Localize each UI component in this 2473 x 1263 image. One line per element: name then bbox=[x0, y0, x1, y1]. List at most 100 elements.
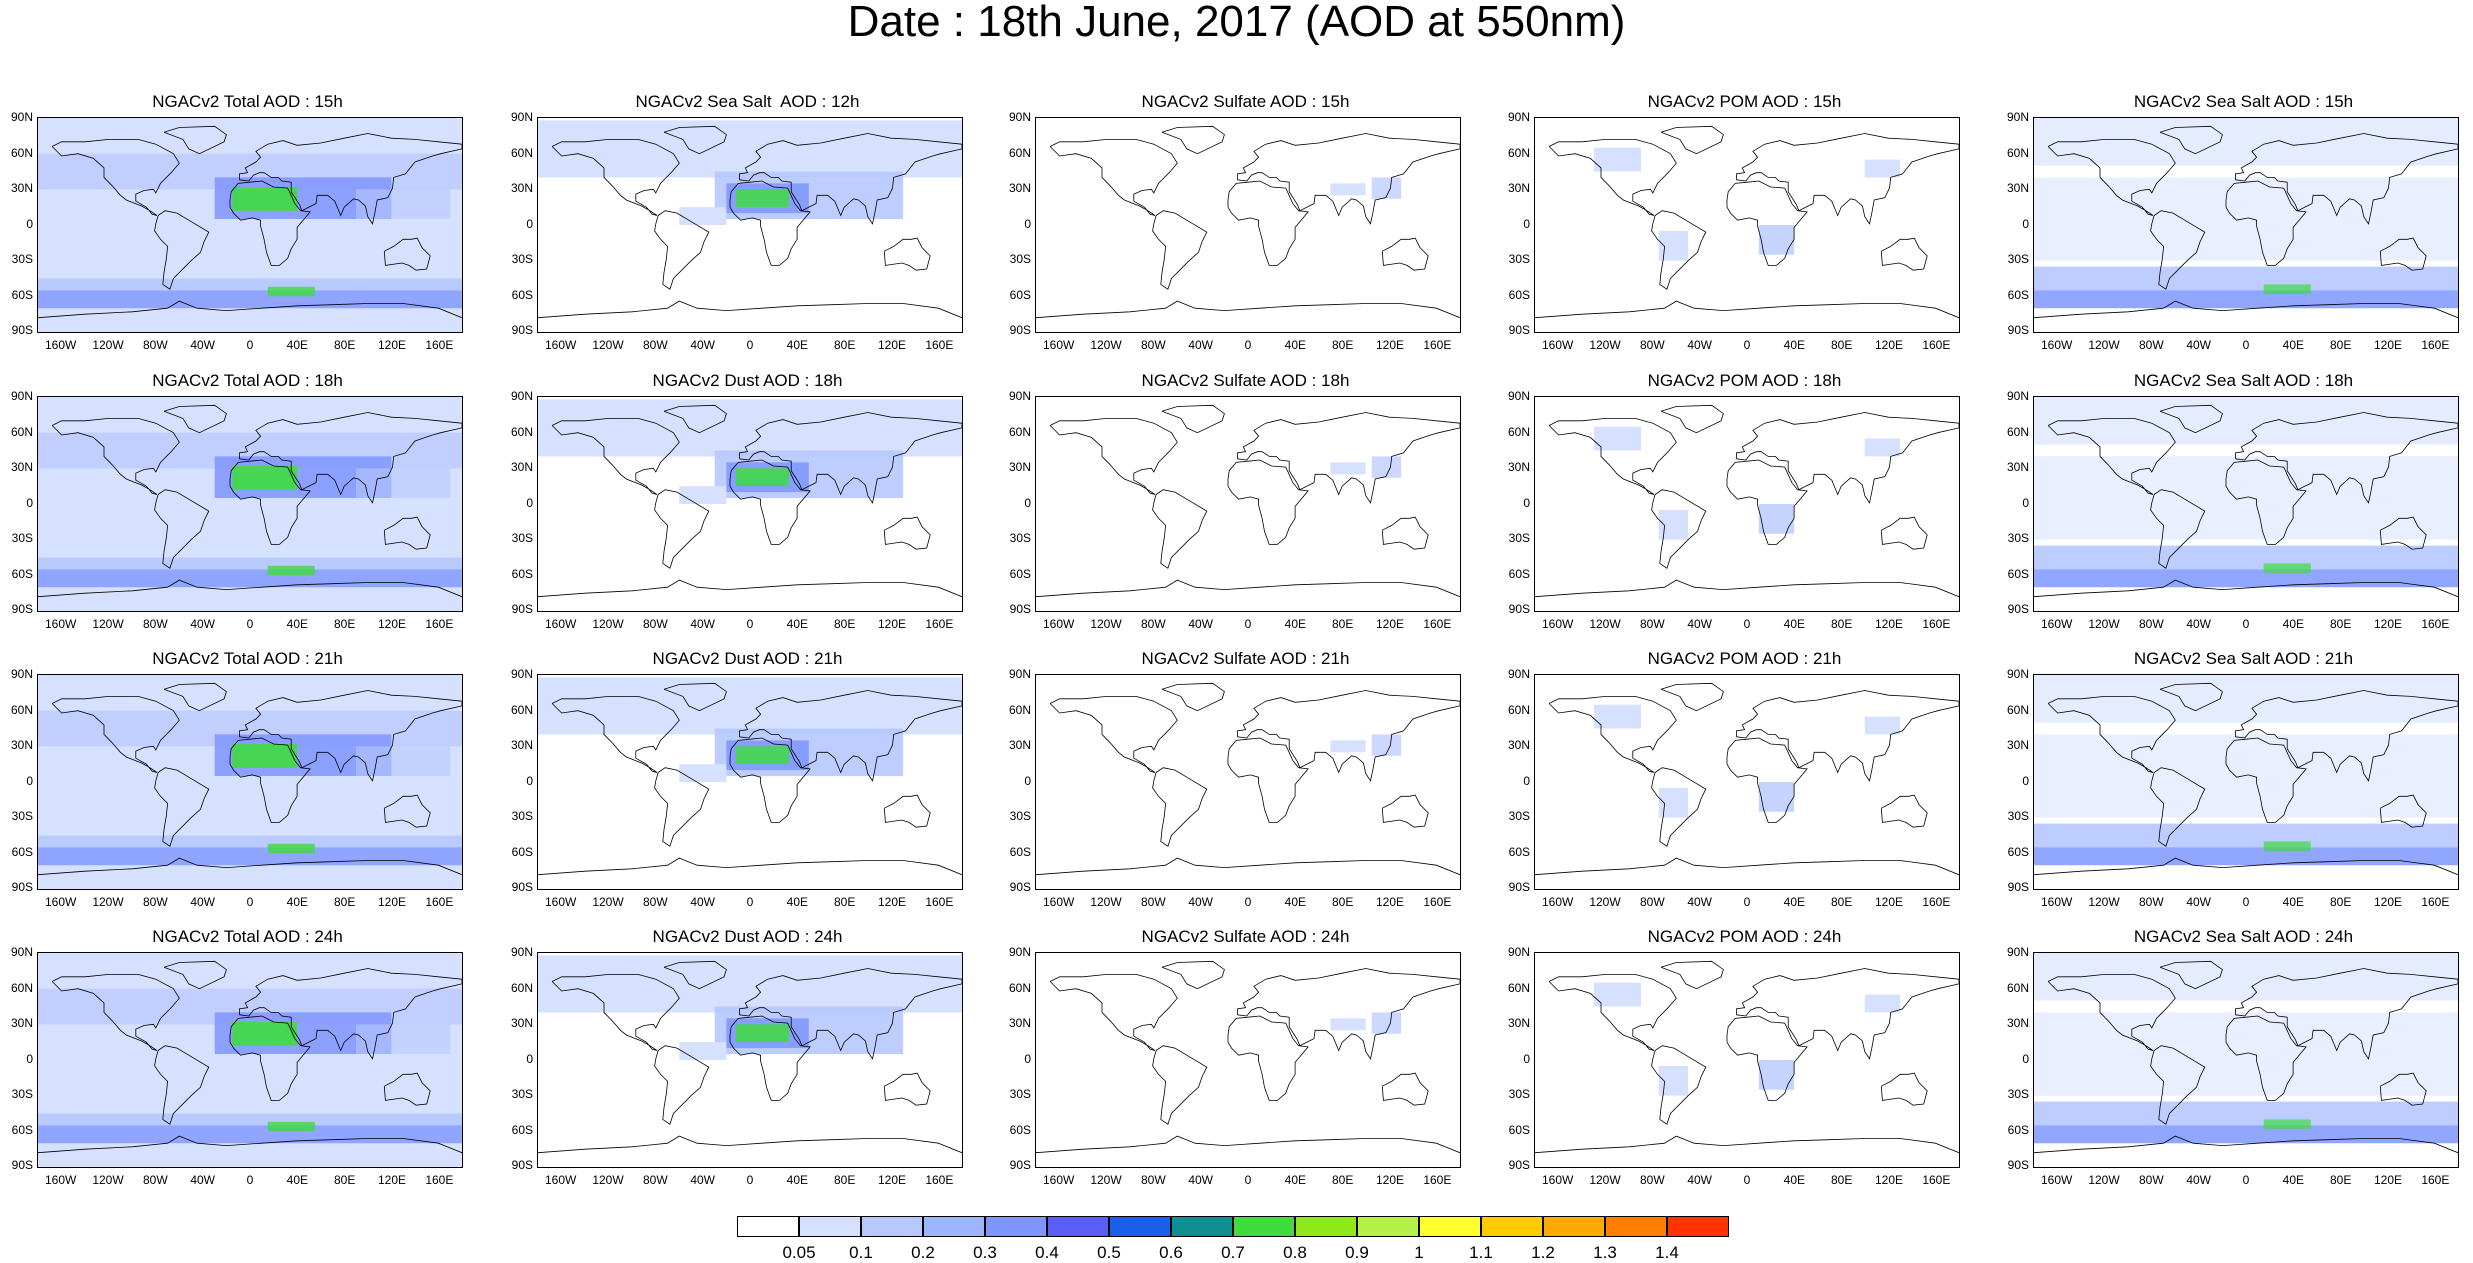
lon-tick-label: 80E bbox=[1331, 1173, 1354, 1187]
map-panel: NGACv2 Dust AOD : 24h 90N 60N 30N 0 30S 60S 90S… bbox=[500, 835, 995, 1187]
lon-tick-label: 80W bbox=[1140, 1173, 1166, 1187]
aod-field bbox=[538, 399, 962, 457]
coastline bbox=[2235, 133, 2458, 225]
lat-tick-label: 30N bbox=[2006, 181, 2029, 195]
colorbar-label: 0.6 bbox=[1159, 1243, 1183, 1262]
lon-tick-label: 160W bbox=[44, 617, 77, 631]
lat-tick-label: 0 bbox=[26, 216, 33, 231]
map-panel: NGACv2 POM AOD : 15h 90N 60N 30N 0 30S 60S 90S 1… bbox=[1497, 0, 1992, 352]
aod-field bbox=[2263, 563, 2311, 573]
lon-tick-label: 160E bbox=[2421, 338, 2450, 352]
lon-tick-label: 80W bbox=[142, 338, 168, 352]
lat-tick-label: 60N bbox=[2006, 424, 2029, 439]
lat-tick-label: 90N bbox=[10, 945, 33, 959]
coastline bbox=[2150, 1045, 2206, 1125]
aod-field bbox=[2263, 841, 2311, 851]
lon-tick-label: 40E bbox=[2282, 338, 2304, 352]
lat-tick-label: 30S bbox=[511, 252, 533, 266]
aod-field bbox=[38, 1125, 462, 1144]
lon-tick-label: 40W bbox=[1687, 617, 1712, 631]
colorbar-swatch bbox=[1543, 1216, 1605, 1237]
aod-field bbox=[735, 1024, 789, 1043]
lat-tick-label: 0 bbox=[1523, 216, 1530, 231]
panel-title: NGACv2 Dust AOD : 21h bbox=[652, 649, 843, 668]
aod-field bbox=[1658, 230, 1689, 261]
lat-tick-label: 60S bbox=[511, 844, 533, 859]
coastline bbox=[1381, 794, 1429, 828]
coastline bbox=[239, 690, 462, 782]
aod-field bbox=[679, 764, 727, 782]
lat-tick-label: 30N bbox=[510, 738, 533, 752]
lon-tick-label: 120W bbox=[92, 1173, 124, 1187]
coastline bbox=[1548, 418, 1677, 495]
lon-tick-label: 80E bbox=[1830, 338, 1853, 352]
colorbar-label: 1 bbox=[1414, 1243, 1424, 1262]
coastline bbox=[163, 682, 227, 712]
colorbar-swatch bbox=[1419, 1216, 1481, 1237]
lat-tick-label: 0 bbox=[26, 773, 33, 788]
lat-tick-label: 0 bbox=[1024, 216, 1031, 231]
lon-tick-label: 160E bbox=[1423, 617, 1452, 631]
lat-tick-label: 90S bbox=[2007, 1158, 2029, 1172]
panel-title: NGACv2 Total AOD : 18h bbox=[152, 371, 343, 390]
colorbar-swatch bbox=[1109, 1216, 1171, 1237]
aod-field bbox=[2034, 177, 2458, 261]
aod-field bbox=[1864, 159, 1901, 178]
aod-field bbox=[1864, 438, 1901, 457]
lat-tick-label: 90N bbox=[10, 389, 33, 403]
lon-tick-label: 40E bbox=[286, 895, 308, 909]
world-map bbox=[537, 396, 963, 612]
coastline bbox=[1726, 737, 1808, 823]
lon-tick-label: 80E bbox=[2329, 1173, 2352, 1187]
lon-tick-label: 40E bbox=[2282, 1173, 2304, 1187]
aod-field bbox=[1371, 456, 1402, 478]
lon-tick-label: 40W bbox=[690, 1173, 715, 1187]
lat-tick-label: 60N bbox=[10, 980, 33, 995]
panel-title: NGACv2 POM AOD : 15h bbox=[1647, 92, 1842, 111]
aod-field bbox=[1330, 1018, 1366, 1031]
coastline bbox=[1381, 516, 1429, 550]
lon-tick-label: 0 bbox=[1244, 895, 1252, 909]
aod-field bbox=[1371, 1012, 1402, 1034]
aod-field bbox=[267, 1121, 315, 1132]
lon-tick-label: 40W bbox=[190, 895, 215, 909]
lat-tick-label: 60N bbox=[1507, 702, 1530, 717]
lon-tick-label: 120W bbox=[1090, 1173, 1122, 1187]
coastline bbox=[383, 516, 431, 550]
coastline bbox=[2034, 1135, 2458, 1154]
coastline bbox=[2159, 404, 2223, 434]
coastline bbox=[383, 1072, 431, 1106]
coastline bbox=[654, 489, 710, 569]
lon-tick-label: 120E bbox=[1874, 1173, 1904, 1187]
lon-tick-label: 40E bbox=[1783, 895, 1805, 909]
lon-tick-label: 0 bbox=[246, 895, 254, 909]
lon-tick-label: 80E bbox=[1830, 895, 1853, 909]
aod-field bbox=[232, 187, 298, 211]
lat-tick-label: 30S bbox=[2007, 531, 2029, 545]
lon-tick-label: 160W bbox=[1042, 895, 1075, 909]
lon-tick-label: 120W bbox=[2088, 895, 2120, 909]
lon-tick-label: 120E bbox=[877, 617, 907, 631]
colorbar-swatch bbox=[923, 1216, 985, 1237]
aod-field bbox=[2034, 675, 2458, 723]
lon-tick-label: 0 bbox=[1244, 617, 1252, 631]
aod-field bbox=[1330, 462, 1366, 475]
lat-tick-label: 30N bbox=[1507, 460, 1530, 474]
lon-tick-label: 80W bbox=[1140, 617, 1166, 631]
coastline bbox=[883, 794, 931, 828]
lat-tick-label: 60N bbox=[1008, 145, 1031, 160]
aod-field bbox=[2034, 118, 2458, 166]
coastline bbox=[239, 968, 462, 1060]
world-map bbox=[37, 396, 463, 612]
lat-tick-label: 60N bbox=[10, 145, 33, 160]
lon-tick-label: 80W bbox=[1639, 617, 1665, 631]
lon-tick-label: 40E bbox=[1284, 1173, 1306, 1187]
coastline bbox=[1381, 1072, 1429, 1106]
coastline bbox=[239, 412, 462, 504]
world-map bbox=[2033, 396, 2459, 612]
colorbar-label: 0.1 bbox=[849, 1243, 873, 1262]
coastline bbox=[729, 737, 811, 823]
world-map bbox=[2033, 674, 2459, 890]
lon-tick-label: 160W bbox=[1541, 895, 1574, 909]
aod-field bbox=[538, 955, 962, 1013]
